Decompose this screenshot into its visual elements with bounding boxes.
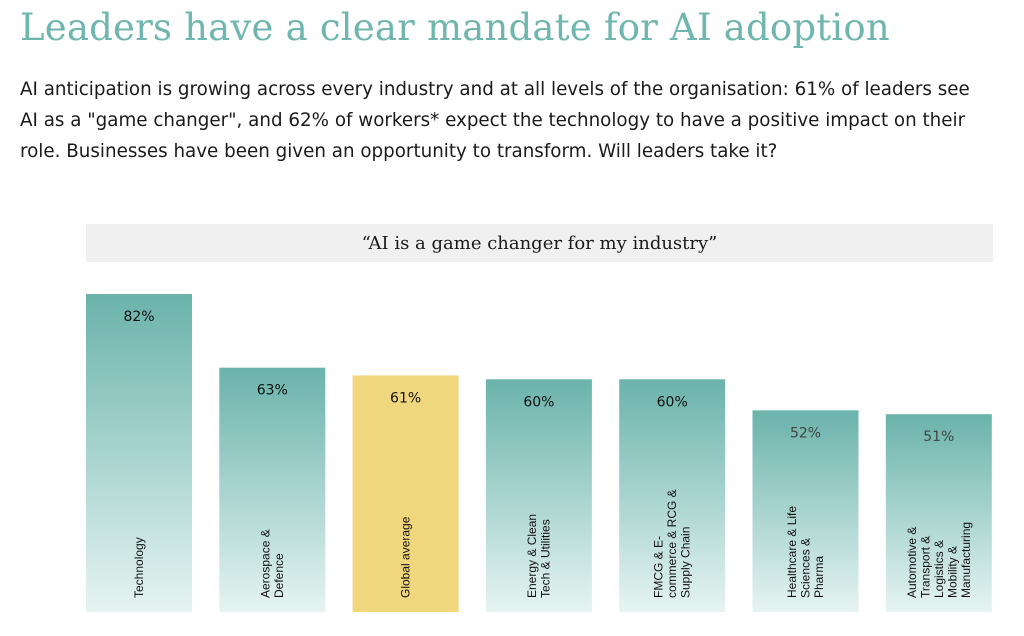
bar-aerospace-defence (219, 367, 326, 612)
value-label-energy-clean-tech-utilities: 60% (523, 394, 554, 410)
category-label-fmcg-e-commerce-rcg-supply-chain-line-0: FMCG & E- (652, 536, 666, 598)
category-label-global-average-line-0: Global average (399, 516, 413, 598)
category-label-healthcare-life-sciences-pharma-line-1: Sciences & (799, 538, 813, 598)
category-label-automotive-transport-logistics-mobility-manufacturing-line-3: Mobility & (945, 546, 959, 598)
chart-title: “AI is a game changer for my industry” (361, 232, 718, 254)
category-label-healthcare-life-sciences-pharma-line-2: Pharma (812, 556, 826, 598)
category-label-automotive-transport-logistics-mobility-manufacturing-line-1: Transport & (918, 536, 932, 598)
page-title: Leaders have a clear mandate for AI adop… (20, 6, 890, 49)
value-label-global-average: 61% (390, 390, 421, 406)
value-label-healthcare-life-sciences-pharma: 52% (790, 425, 821, 441)
category-label-fmcg-e-commerce-rcg-supply-chain-line-2: Supply Chain (679, 527, 693, 598)
category-label-automotive-transport-logistics-mobility-manufacturing-line-0: Automotive & (905, 527, 919, 598)
value-label-aerospace-defence: 63% (257, 383, 288, 399)
bar-healthcare-life-sciences-pharma (752, 410, 859, 612)
category-label-aerospace-defence-line-1: Defence (272, 553, 286, 598)
value-label-technology: 82% (123, 309, 154, 325)
category-label-energy-clean-tech-utilities-line-1: Tech & Utilities (539, 519, 553, 598)
bar-technology (86, 294, 192, 612)
bar-fmcg-e-commerce-rcg-supply-chain (619, 379, 726, 612)
category-label-aerospace-defence-line-0: Aerospace & (259, 529, 273, 598)
bar-energy-clean-tech-utilities (485, 379, 592, 612)
category-label-healthcare-life-sciences-pharma-line-0: Healthcare & Life (785, 506, 799, 598)
value-label-fmcg-e-commerce-rcg-supply-chain: 60% (657, 394, 688, 410)
bar-global-average (352, 375, 459, 612)
category-label-fmcg-e-commerce-rcg-supply-chain-line-1: commerce & RCG & (665, 489, 679, 598)
intro-paragraph: AI anticipation is growing across every … (20, 79, 970, 162)
bar-automotive-transport-logistics-mobility-manufacturing (885, 414, 992, 612)
value-label-automotive-transport-logistics-mobility-manufacturing: 51% (923, 429, 954, 445)
category-label-automotive-transport-logistics-mobility-manufacturing-line-4: Manufacturing (959, 522, 973, 598)
category-label-automotive-transport-logistics-mobility-manufacturing-line-2: Logistics & (932, 540, 946, 598)
chart-title-bar: “AI is a game changer for my industry” (86, 224, 993, 262)
category-label-energy-clean-tech-utilities-line-0: Energy & Clean (525, 514, 539, 598)
category-label-technology-line-0: Technology (132, 537, 146, 598)
